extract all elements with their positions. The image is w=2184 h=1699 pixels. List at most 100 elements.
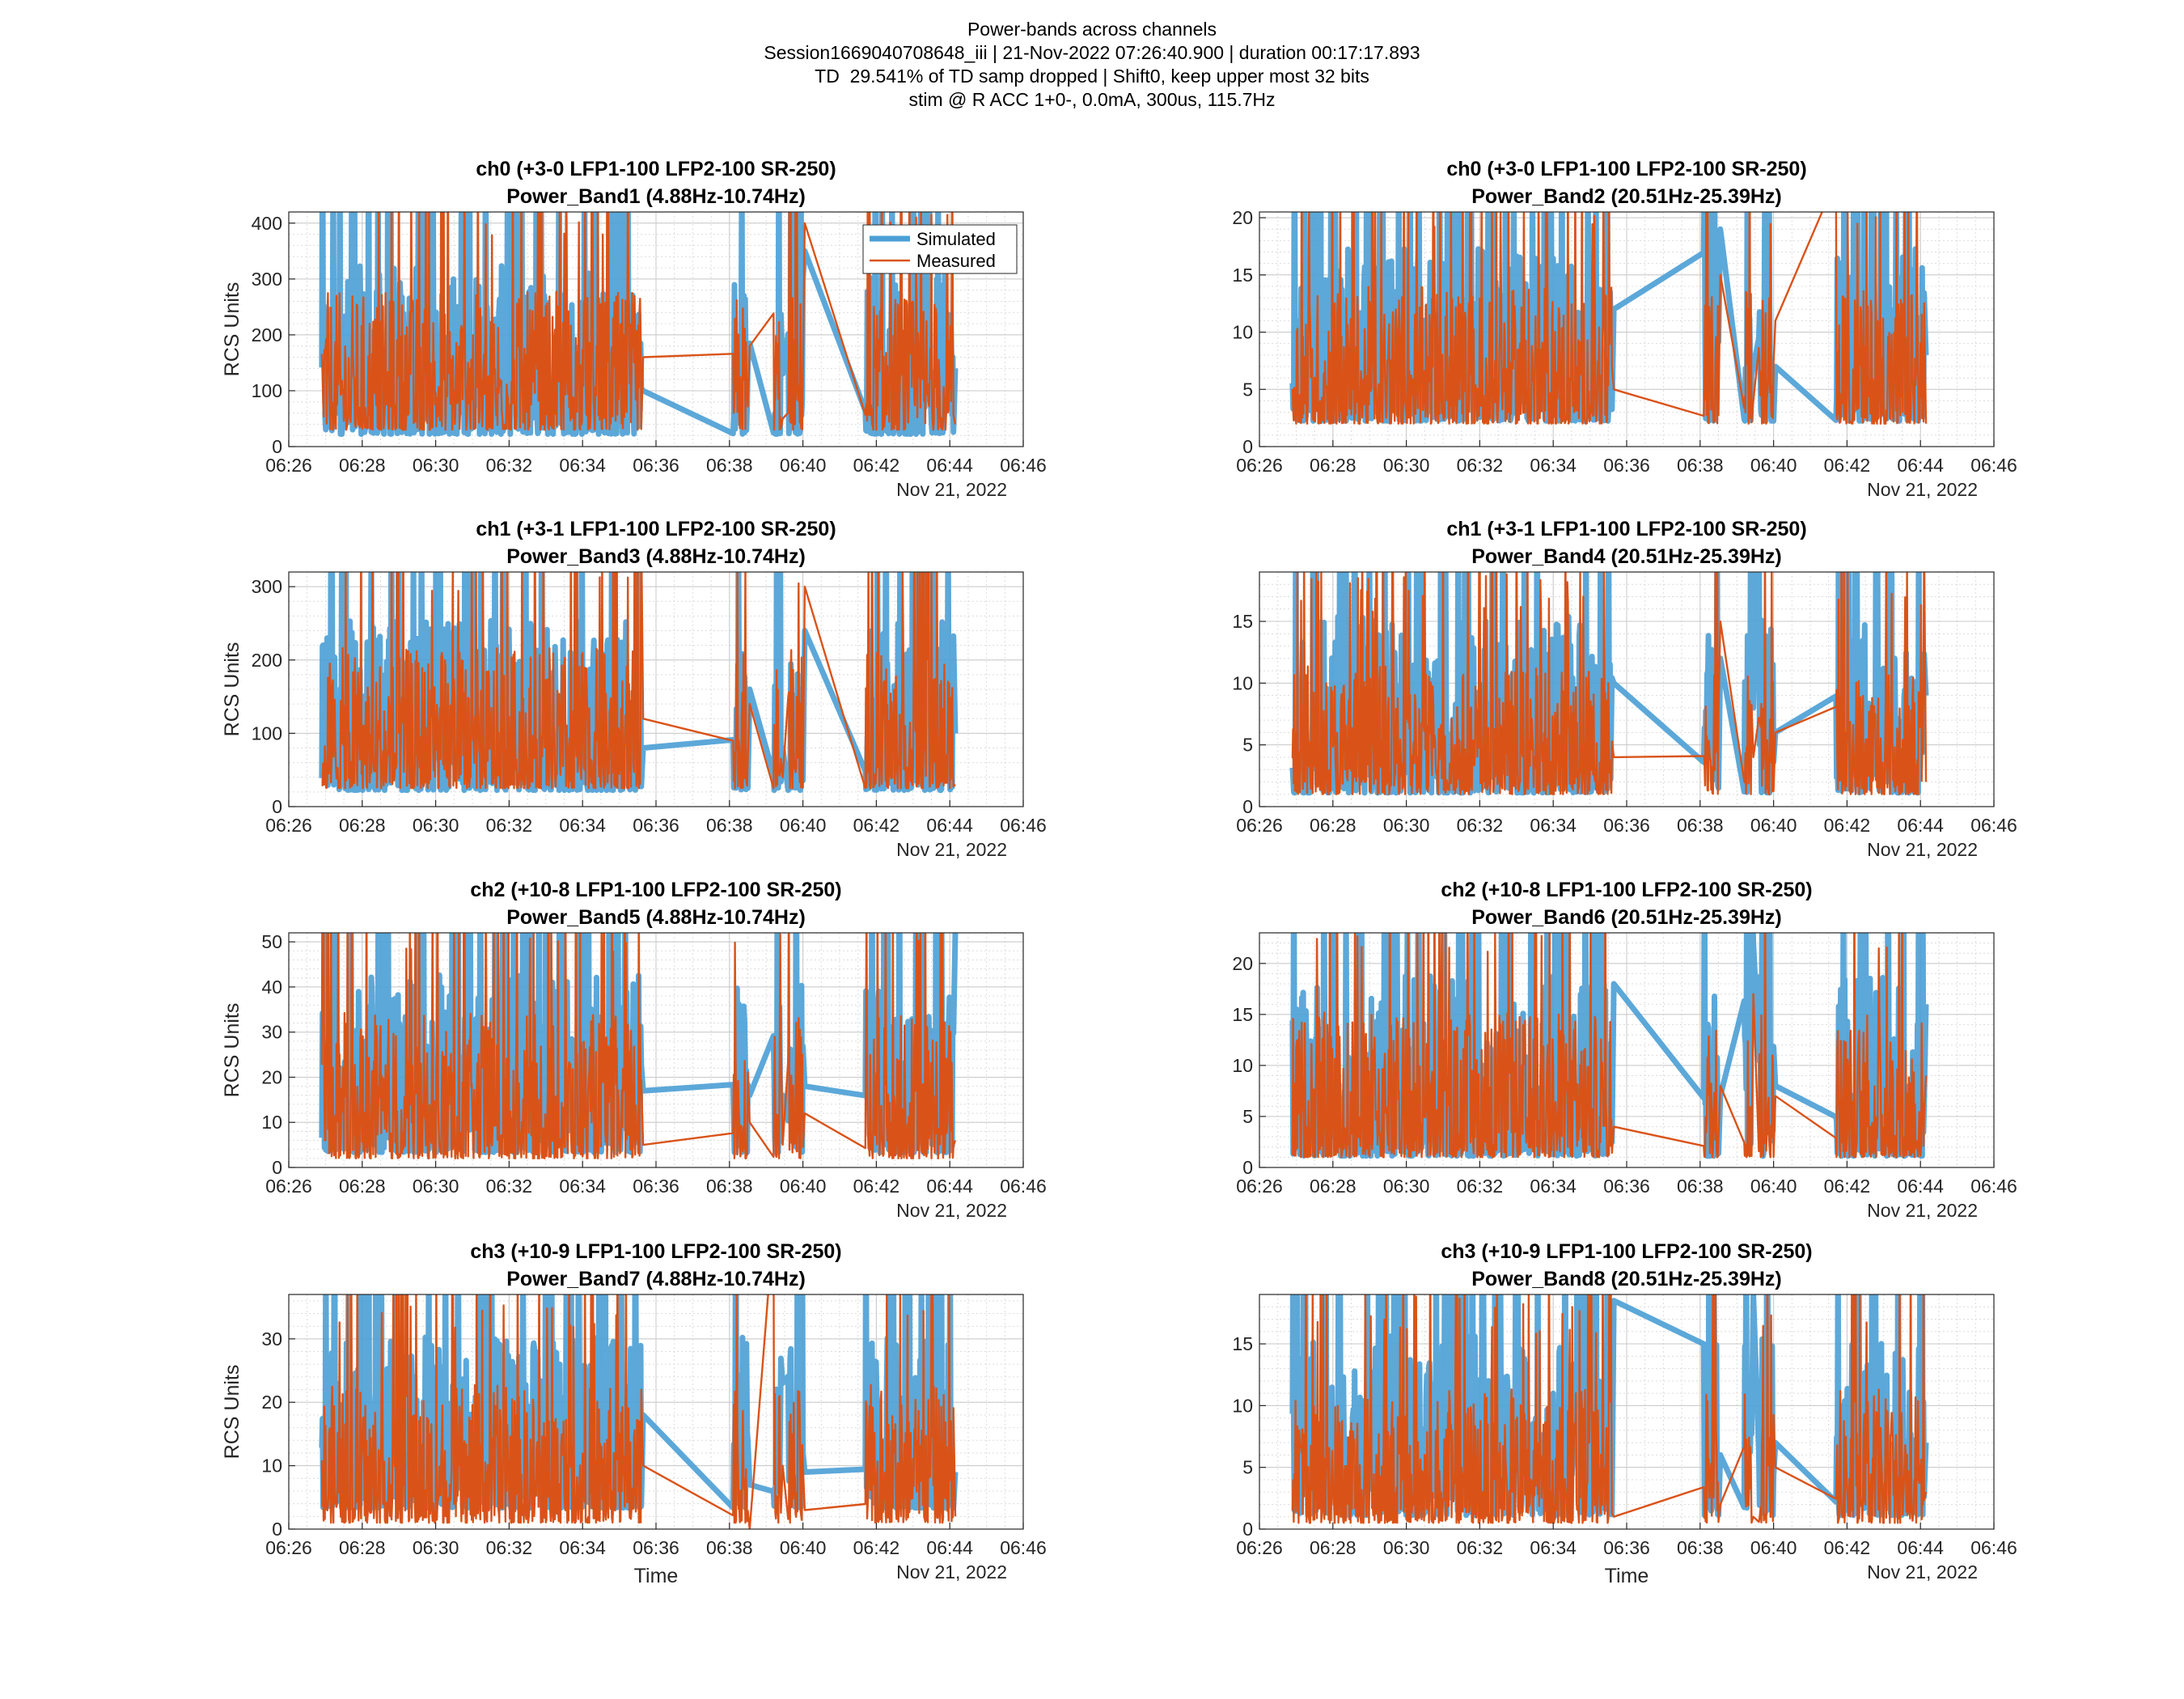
y-tick-label: 0: [1242, 796, 1253, 817]
x-tick-label: 06:32: [486, 455, 533, 476]
y-tick-label: 0: [272, 1519, 282, 1540]
x-tick-label: 06:44: [1897, 1176, 1944, 1197]
plot-area: [319, 1294, 959, 1529]
y-tick-label: 5: [1242, 379, 1253, 400]
legend-box: [862, 224, 1018, 274]
y-tick-label: 40: [261, 977, 282, 998]
x-tick-label: 06:44: [1897, 455, 1944, 476]
x-tick-label: 06:38: [1677, 815, 1724, 836]
x-tick-label: 06:30: [1383, 455, 1430, 476]
plot-area: [1289, 572, 1929, 796]
x-tick-label: 06:32: [1457, 815, 1504, 836]
y-tick-label: 100: [252, 380, 282, 401]
x-tick-label: 06:26: [265, 1176, 312, 1197]
plot-area: [1289, 933, 1929, 1159]
x-tick-label: 06:34: [1530, 815, 1577, 836]
y-tick-label: 30: [261, 1328, 282, 1349]
y-tick-label: 0: [272, 436, 282, 457]
figure-suptitle: Power-bands across channels Session16690…: [0, 18, 2184, 112]
x-tick-label: 06:28: [1310, 455, 1357, 476]
x-tick-label: 06:40: [780, 815, 827, 836]
subplot-title-line-1: ch3 (+10-9 LFP1-100 LFP2-100 SR-250): [470, 1240, 841, 1263]
y-tick-label: 400: [252, 213, 282, 234]
x-tick-label: 06:38: [706, 455, 753, 476]
y-tick-label: 15: [1232, 265, 1253, 286]
y-tick-label: 15: [1232, 611, 1253, 632]
x-tick-label: 06:26: [265, 1537, 312, 1558]
x-tick-label: 06:38: [1677, 1176, 1724, 1197]
y-tick-label: 10: [1232, 672, 1253, 693]
subplot-6: 06:26 06:28 06:30 06:32 06:34 06:36 06:38 06:40…: [1232, 879, 2017, 1221]
legend-label-measured: Measured: [916, 251, 996, 271]
x-tick-label: 06:46: [1000, 815, 1047, 836]
plot-area: [319, 572, 959, 794]
subplot-4: 06:26 06:28 06:30 06:32 06:34 06:36 06:38 06:40…: [1232, 518, 2017, 860]
x-tick-label: 06:40: [1750, 1537, 1797, 1558]
x-tick-label: 06:44: [1897, 815, 1944, 836]
x-tick-label: 06:44: [926, 815, 973, 836]
subplot-title-line-2: Power_Band5 (4.88Hz-10.74Hz): [506, 906, 806, 929]
x-tick-label: 06:30: [413, 1176, 459, 1197]
subplot-5: 06:26 06:28 06:30 06:32 06:34 06:36 06:38 06:40…: [221, 879, 1047, 1221]
y-tick-label: 20: [1232, 207, 1253, 228]
subplot-3: 06:26 06:28 06:30 06:32 06:34 06:36 06:38 06:40…: [221, 518, 1047, 860]
y-tick-label: 0: [272, 796, 282, 817]
x-tick-label: 06:32: [1457, 1176, 1504, 1197]
x-tick-label: 06:32: [486, 1537, 533, 1558]
subplot-title-line-2: Power_Band1 (4.88Hz-10.74Hz): [506, 185, 806, 208]
x-tick-label: 06:44: [1897, 1537, 1944, 1558]
y-tick-label: 200: [252, 650, 282, 671]
subplot-title-line-1: ch0 (+3-0 LFP1-100 LFP2-100 SR-250): [476, 158, 836, 180]
y-tick-label: 0: [1242, 436, 1253, 457]
x-tick-label: 06:42: [853, 1176, 900, 1197]
x-tick-label: 06:44: [926, 1537, 973, 1558]
x-tick-label: 06:44: [926, 1176, 973, 1197]
series-line-measured: [320, 1294, 957, 1529]
x-tick-label: 06:36: [1603, 1176, 1650, 1197]
x-tick-label: 06:30: [413, 455, 459, 476]
x-tick-label: 06:34: [1530, 1176, 1577, 1197]
x-tick-label: 06:40: [1750, 815, 1797, 836]
y-tick-label: 15: [1232, 1333, 1253, 1354]
x-tick-label: 06:34: [1530, 455, 1577, 476]
plot-area: [319, 933, 959, 1159]
subplot-title-line-1: ch1 (+3-1 LFP1-100 LFP2-100 SR-250): [1446, 518, 1806, 540]
y-tick-label: 10: [1232, 1055, 1253, 1076]
series-line-measured: [321, 572, 956, 790]
x-tick-label: 06:28: [1310, 1537, 1357, 1558]
series-line-measured: [1291, 933, 1928, 1159]
y-tick-label: 20: [1232, 953, 1253, 974]
x-tick-label: 06:34: [559, 1537, 606, 1558]
suptitle-line-4: stim @ R ACC 1+0-, 0.0mA, 300us, 115.7Hz: [908, 89, 1276, 110]
series-line-measured: [1291, 572, 1928, 795]
subplot-title-line-1: ch2 (+10-8 LFP1-100 LFP2-100 SR-250): [1441, 879, 1812, 901]
x-tick-label: 06:30: [413, 815, 459, 836]
y-tick-label: 0: [272, 1157, 282, 1178]
y-axis-label: RCS Units: [221, 1003, 243, 1098]
subplot-title-line-2: Power_Band8 (20.51Hz-25.39Hz): [1471, 1268, 1781, 1290]
y-tick-label: 300: [252, 269, 282, 290]
y-tick-label: 0: [1242, 1519, 1253, 1540]
x-tick-label: 06:32: [486, 1176, 533, 1197]
x-tick-label: 06:40: [780, 455, 827, 476]
y-tick-label: 15: [1232, 1004, 1253, 1025]
x-tick-label: 06:26: [1236, 455, 1283, 476]
x-tick-label: 06:46: [1970, 1537, 2017, 1558]
subplot-title-line-1: ch2 (+10-8 LFP1-100 LFP2-100 SR-250): [470, 879, 841, 901]
x-tick-label: 06:38: [706, 815, 753, 836]
suptitle-line-2: Session1669040708648_iii | 21-Nov-2022 0…: [764, 42, 1420, 63]
suptitle-line-1: Power-bands across channels: [967, 19, 1217, 40]
x-tick-label: 06:38: [706, 1176, 753, 1197]
x-tick-label: 06:36: [1603, 1537, 1650, 1558]
subplot-title-line-2: Power_Band4 (20.51Hz-25.39Hz): [1471, 545, 1781, 568]
x-tick-label: 06:28: [339, 815, 386, 836]
x-tick-label: 06:36: [633, 1176, 679, 1197]
x-tick-label: 06:44: [926, 455, 973, 476]
x-tick-label: 06:46: [1000, 1537, 1047, 1558]
plot-area: [319, 212, 959, 437]
x-tick-label: 06:28: [1310, 1176, 1357, 1197]
x-tick-label: 06:42: [1824, 455, 1871, 476]
y-tick-label: 20: [261, 1392, 282, 1413]
